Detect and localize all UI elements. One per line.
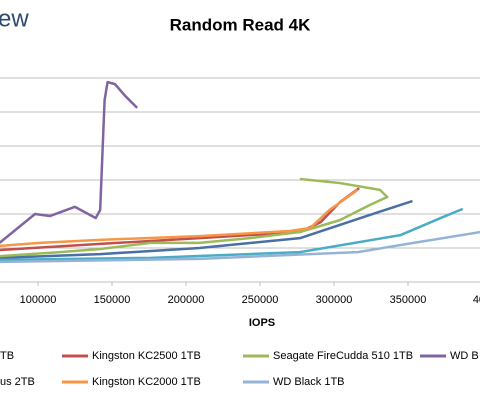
x-tick-label: 150000 [94,294,131,306]
x-tick-label: 300000 [316,294,353,306]
legend-label: WD B [450,350,479,362]
series-line [0,188,359,248]
series-line [0,199,413,260]
legend-label: us 2TB [0,376,35,388]
x-tick-label: 350000 [390,294,427,306]
legend-label: Kingston KC2500 1TB [92,350,201,362]
series-line [0,80,139,244]
x-axis-label: IOPS [249,317,275,329]
x-tick-label: 400 [473,294,480,306]
series-line [0,177,389,258]
watermark: ew [0,5,29,32]
legend-label: Kingston KC2000 1TB [92,376,201,388]
series-line [0,207,464,262]
series-line [0,230,480,264]
legend-label: TB [0,350,14,362]
chart-title: Random Read 4K [170,15,311,34]
legend-label: Seagate FireCudda 510 1TB [273,350,413,362]
x-tick-label: 200000 [168,294,205,306]
x-tick-label: 250000 [242,294,279,306]
series-line [0,187,360,252]
legend-label: WD Black 1TB [273,376,345,388]
x-tick-label: 100000 [20,294,57,306]
